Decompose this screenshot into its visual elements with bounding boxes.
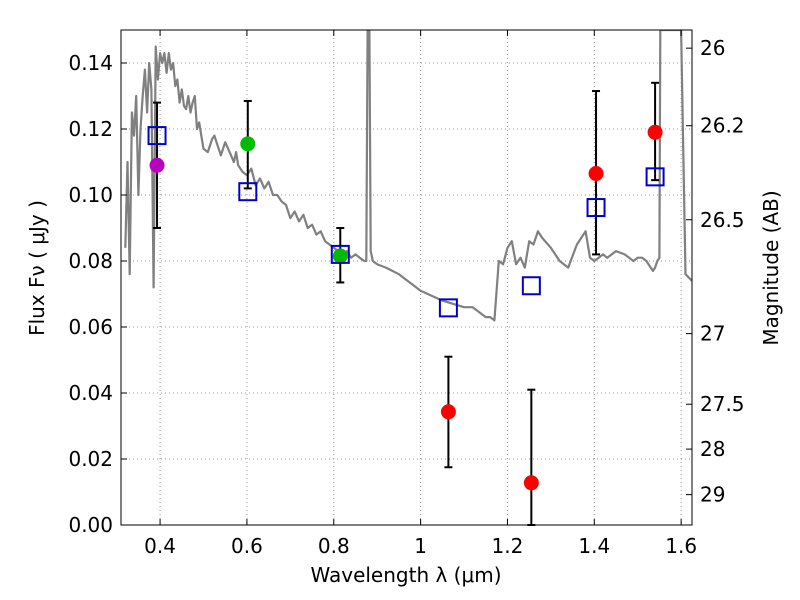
- y2-tick-label: 29: [700, 483, 725, 507]
- axis-ticks: 0.4 0.6 0.8 1 1.2 1.4 1.6 0.00 0.02 0.04 0.06 0.08 0…: [68, 30, 745, 558]
- y-tick-label: 0.04: [68, 381, 113, 405]
- model-photometry-square: [586, 198, 606, 218]
- x-tick-label: 0.4: [144, 534, 176, 558]
- y-tick-label: 0.10: [68, 183, 113, 207]
- y-tick-label: 0.14: [68, 51, 113, 75]
- y2-tick-label: 27: [700, 322, 725, 346]
- y2-tick-label: 26.5: [700, 208, 745, 232]
- y-tick-label: 0.00: [68, 513, 113, 537]
- model-photometry-square: [147, 126, 167, 146]
- plot-frame: [120, 29, 693, 526]
- x-axis-label: Wavelength λ (μm): [310, 563, 501, 587]
- y-axis-label: Flux Fν ( μJy ): [25, 200, 49, 336]
- model-photometry-square: [438, 298, 458, 318]
- x-tick-label: 1.2: [492, 534, 524, 558]
- data-point: [332, 248, 348, 264]
- x-tick-label: 0.6: [231, 534, 263, 558]
- y-tick-label: 0.06: [68, 315, 113, 339]
- y2-tick-label: 26.2: [700, 114, 745, 138]
- x-tick-label: 1.6: [665, 534, 697, 558]
- y2-axis-label: Magnitude (AB): [759, 190, 783, 345]
- data-point: [647, 124, 663, 140]
- data-point: [240, 136, 256, 152]
- model-photometry-square: [645, 167, 665, 187]
- x-tick-label: 0.8: [318, 534, 350, 558]
- x-tick-label: 1: [414, 534, 427, 558]
- y-tick-label: 0.08: [68, 249, 113, 273]
- model-photometry-square: [330, 244, 350, 264]
- plot-area: [124, 30, 692, 526]
- data-point: [523, 475, 539, 491]
- data-point: [588, 166, 604, 182]
- y2-tick-label: 26: [700, 36, 725, 60]
- model-photometry-square: [521, 276, 541, 296]
- data-point: [440, 404, 456, 420]
- y2-tick-label: 27.5: [700, 392, 745, 416]
- y2-tick-label: 28: [700, 437, 725, 461]
- model-photometry-square: [238, 182, 258, 202]
- y-tick-label: 0.12: [68, 117, 113, 141]
- model-sed-line: [124, 30, 692, 322]
- x-tick-label: 1.4: [578, 534, 610, 558]
- data-point: [149, 157, 165, 173]
- grid: [121, 30, 692, 526]
- y-tick-label: 0.02: [68, 447, 113, 471]
